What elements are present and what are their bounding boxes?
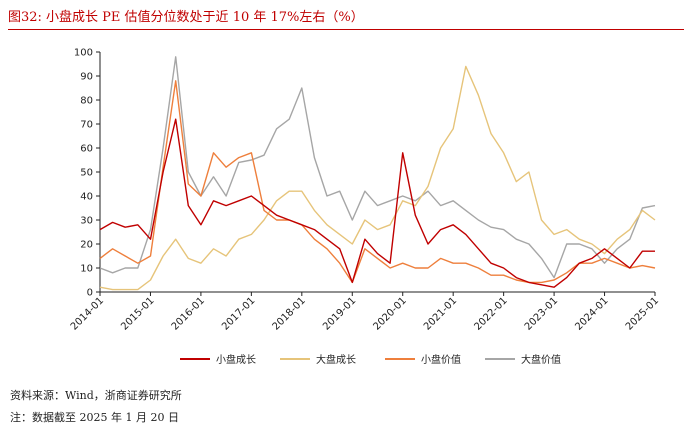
y-tick-label: 50 (80, 168, 93, 179)
y-tick-label: 0 (87, 288, 93, 299)
y-tick-label: 30 (80, 216, 93, 227)
x-tick-label: 2024-01 (573, 295, 610, 332)
legend-label-small_growth: 小盘成长 (216, 353, 256, 366)
x-tick-label: 2025-01 (624, 295, 661, 332)
x-tick-label: 2023-01 (523, 295, 560, 332)
y-tick-label: 40 (80, 192, 93, 203)
chart-lines (99, 56, 656, 291)
legend-label-large_value: 大盘价值 (521, 353, 561, 366)
y-tick-label: 80 (80, 96, 93, 107)
x-tick-label: 2014-01 (69, 295, 106, 332)
legend-label-large_growth: 大盘成长 (316, 353, 356, 366)
x-tick-label: 2016-01 (170, 295, 207, 332)
y-tick-label: 60 (80, 144, 93, 155)
source-note: 资料来源：Wind，浙商证券研究所 (10, 389, 182, 402)
x-tick-label: 2021-01 (422, 295, 459, 332)
chart-legend: 小盘成长 大盘成长 小盘价值 大盘价值 (180, 353, 561, 366)
y-tick-label: 70 (80, 120, 93, 131)
series-line-large_value (99, 56, 656, 279)
x-tick-label: 2015-01 (119, 295, 156, 332)
chart-title: 图32: 小盘成长 PE 估值分位数处于近 10 年 17%左右（%） (8, 10, 364, 25)
chart-axes: 0 10 20 30 40 50 60 70 80 90 100 2014-01 2015-01 2016… (69, 48, 661, 333)
title-divider (8, 29, 684, 30)
y-tick-label: 90 (80, 72, 93, 83)
x-tick-label: 2018-01 (271, 295, 308, 332)
footnote: 注：数据截至 2025 年 1 月 20 日 (10, 411, 179, 424)
line-chart: 0 10 20 30 40 50 60 70 80 90 100 2014-01 2015-01 2016… (69, 48, 661, 367)
y-tick-label: 20 (80, 240, 93, 251)
series-line-large_growth (99, 65, 656, 291)
y-tick-label: 100 (74, 48, 93, 59)
x-tick-label: 2019-01 (321, 295, 358, 332)
series-line-small_growth (99, 118, 655, 288)
x-tick-label: 2020-01 (372, 295, 409, 332)
y-tick-label: 10 (80, 264, 93, 275)
series-line-small_value (99, 80, 656, 284)
legend-label-small_value: 小盘价值 (421, 353, 461, 366)
x-tick-label: 2022-01 (472, 295, 509, 332)
x-tick-label: 2017-01 (220, 295, 257, 332)
